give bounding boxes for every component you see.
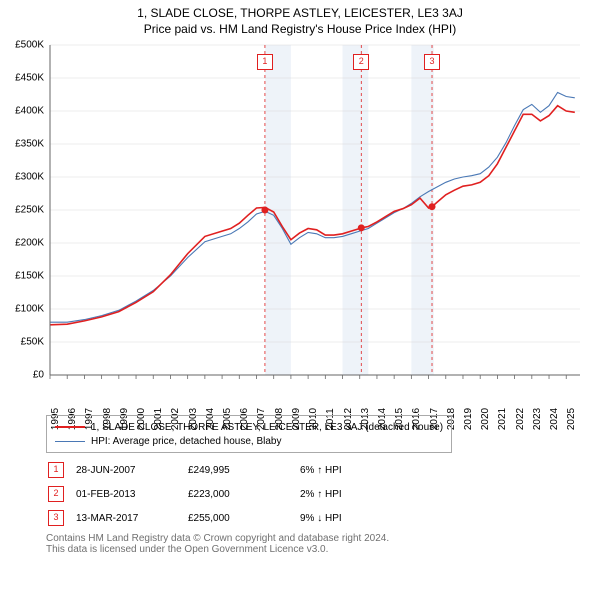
sale-marker-badge: 2 — [48, 486, 64, 502]
sale-date: 01-FEB-2013 — [76, 483, 186, 505]
y-tick-label: £100K — [0, 304, 44, 315]
y-tick-label: £350K — [0, 139, 44, 150]
y-tick-label: £150K — [0, 271, 44, 282]
y-tick-label: £0 — [0, 370, 44, 381]
y-axis-ticks: £0 £50K £100K £150K £200K £250K £300K £350K £400… — [0, 0, 44, 420]
sale-marker-badge: 3 — [48, 510, 64, 526]
x-tick-label: 2021 — [497, 408, 508, 430]
chart-container: 1, SLADE CLOSE, THORPE ASTLEY, LEICESTER… — [0, 0, 600, 590]
legend-item: HPI: Average price, detached house, Blab… — [55, 434, 443, 448]
y-tick-label: £450K — [0, 73, 44, 84]
footer-line-2: This data is licensed under the Open Gov… — [46, 544, 389, 555]
legend: 1, SLADE CLOSE, THORPE ASTLEY, LEICESTER… — [46, 415, 452, 453]
sales-table: 1 28-JUN-2007£249,9956% ↑ HPI 2 01-FEB-2013… — [46, 457, 354, 531]
line-chart — [0, 0, 600, 380]
x-tick-label: 2025 — [566, 408, 577, 430]
table-row: 3 13-MAR-2017£255,0009% ↓ HPI — [48, 507, 352, 529]
y-tick-label: £50K — [0, 337, 44, 348]
footer-attribution: Contains HM Land Registry data © Crown c… — [46, 533, 389, 555]
x-tick-label: 2019 — [463, 408, 474, 430]
legend-item: 1, SLADE CLOSE, THORPE ASTLEY, LEICESTER… — [55, 420, 443, 434]
y-tick-label: £300K — [0, 172, 44, 183]
table-row: 2 01-FEB-2013£223,0002% ↑ HPI — [48, 483, 352, 505]
sale-price: £255,000 — [188, 507, 298, 529]
sale-delta: 2% ↑ HPI — [300, 483, 352, 505]
sale-date: 28-JUN-2007 — [76, 459, 186, 481]
sale-delta: 6% ↑ HPI — [300, 459, 352, 481]
y-tick-label: £400K — [0, 106, 44, 117]
y-tick-label: £250K — [0, 205, 44, 216]
x-tick-label: 2020 — [480, 408, 491, 430]
sale-marker: 1 — [257, 51, 273, 70]
sale-marker: 3 — [424, 51, 440, 70]
sale-price: £223,000 — [188, 483, 298, 505]
sale-marker-badge: 1 — [48, 462, 64, 478]
y-tick-label: £500K — [0, 40, 44, 51]
x-tick-label: 2024 — [549, 408, 560, 430]
sale-date: 13-MAR-2017 — [76, 507, 186, 529]
sale-delta: 9% ↓ HPI — [300, 507, 352, 529]
sale-price: £249,995 — [188, 459, 298, 481]
y-tick-label: £200K — [0, 238, 44, 249]
x-tick-label: 2022 — [515, 408, 526, 430]
x-tick-label: 2023 — [532, 408, 543, 430]
table-row: 1 28-JUN-2007£249,9956% ↑ HPI — [48, 459, 352, 481]
footer-line-1: Contains HM Land Registry data © Crown c… — [46, 533, 389, 544]
sale-marker: 2 — [353, 51, 369, 70]
